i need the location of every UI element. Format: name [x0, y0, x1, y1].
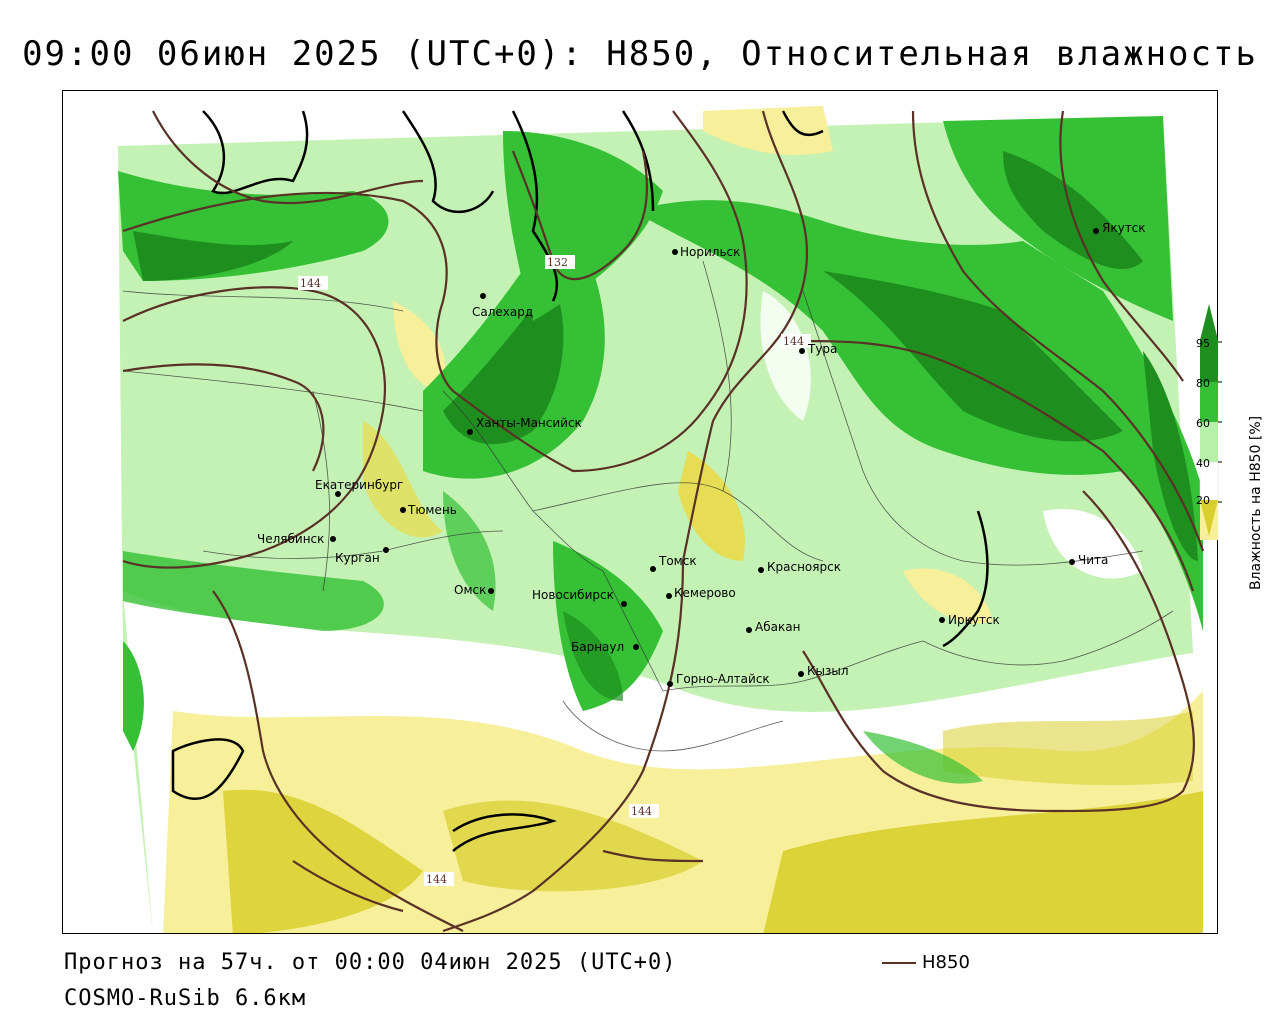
- humidity-map: 144 144 144 144 132 Норильск Салехард Ту…: [62, 90, 1218, 934]
- city-yakutsk: Якутск: [1093, 221, 1146, 235]
- legend-tick-60: 60: [1196, 417, 1210, 430]
- city-tura: Тура: [799, 342, 837, 356]
- svg-text:Омск: Омск: [454, 583, 486, 597]
- city-abakan: Абакан: [746, 620, 800, 634]
- legend-band-60: [1200, 422, 1218, 462]
- svg-text:Чита: Чита: [1078, 553, 1108, 567]
- isoline-label-144-d: 144: [426, 873, 447, 886]
- svg-text:Норильск: Норильск: [680, 245, 740, 259]
- legend-cap-bottom: [1200, 500, 1218, 536]
- city-chelyabinsk: Челябинск: [257, 532, 336, 546]
- city-norilsk: Норильск: [672, 245, 740, 259]
- legend-band-80: [1200, 382, 1218, 422]
- forecast-info: Прогноз на 57ч. от 00:00 04июн 2025 (UTC…: [64, 950, 677, 975]
- cities: Норильск Салехард Тура Якутск Ханты-Манс…: [257, 221, 1146, 687]
- svg-text:Новосибирск: Новосибирск: [532, 588, 614, 602]
- svg-text:Якутск: Якутск: [1102, 221, 1146, 235]
- legend-tick-80: 80: [1196, 377, 1210, 390]
- legend-tick-95: 95: [1196, 337, 1210, 350]
- city-chita: Чита: [1069, 553, 1108, 567]
- svg-text:Тура: Тура: [807, 342, 837, 356]
- legend-cap-top: [1200, 304, 1218, 340]
- city-barnaul: Барнаул: [571, 640, 639, 654]
- city-kurgan: Курган: [335, 547, 389, 565]
- svg-text:Томск: Томск: [658, 554, 697, 568]
- isoline-label-144-b: 144: [783, 335, 804, 348]
- map-title: 09:00 06июн 2025 (UTC+0): H850, Относите…: [22, 34, 1258, 74]
- model-name: COSMO-RuSib 6.6км: [64, 986, 307, 1011]
- dry-zones: [123, 106, 1203, 933]
- isoline-label-144-c: 144: [631, 805, 652, 818]
- svg-text:Горно-Алтайск: Горно-Алтайск: [676, 672, 770, 686]
- svg-text:Екатеринбург: Екатеринбург: [315, 478, 403, 492]
- admin-boundaries: [122, 260, 1174, 752]
- city-gorno-altaysk: Горно-Алтайск: [667, 672, 770, 687]
- svg-text:Ханты-Мансийск: Ханты-Мансийск: [476, 416, 582, 430]
- city-krasnoyarsk: Красноярск: [758, 560, 841, 574]
- city-tomsk: Томск: [650, 554, 697, 572]
- svg-text:Красноярск: Красноярск: [767, 560, 841, 574]
- city-tyumen: Тюмень: [400, 503, 457, 517]
- humidity-legend: 95 80 60 40 20 Влажность на Н850 [%]: [1196, 300, 1276, 600]
- isoline-legend: H850: [882, 952, 970, 973]
- city-novosibirsk: Новосибирск: [532, 588, 627, 607]
- isoline-legend-label: H850: [922, 952, 970, 973]
- svg-text:Кызыл: Кызыл: [807, 664, 849, 678]
- city-kyzyl: Кызыл: [798, 664, 849, 678]
- city-salekhard: Салехард: [472, 293, 533, 319]
- city-irkutsk: Иркутск: [939, 613, 1000, 627]
- svg-text:Курган: Курган: [335, 551, 380, 565]
- city-omsk: Омск: [454, 583, 494, 597]
- isoline-label-144-a: 144: [300, 277, 321, 290]
- moist-zones: [118, 116, 1203, 784]
- svg-text:Иркутск: Иркутск: [948, 613, 1000, 627]
- svg-text:Кемерово: Кемерово: [674, 586, 736, 600]
- svg-text:Салехард: Салехард: [472, 305, 533, 319]
- svg-text:Тюмень: Тюмень: [407, 503, 457, 517]
- legend-title: Влажность на Н850 [%]: [1248, 416, 1264, 590]
- coastlines: [171, 110, 989, 852]
- svg-text:Барнаул: Барнаул: [571, 640, 624, 654]
- svg-text:Челябинск: Челябинск: [257, 532, 324, 546]
- h850-isolines: [122, 110, 1205, 933]
- city-khanty: Ханты-Мансийск: [467, 416, 582, 435]
- city-kemerovo: Кемерово: [666, 586, 736, 600]
- svg-text:Абакан: Абакан: [755, 620, 800, 634]
- isoline-label-132: 132: [547, 256, 568, 269]
- legend-tick-20: 20: [1196, 494, 1210, 507]
- isoline-legend-swatch: [882, 961, 916, 964]
- legend-band-95: [1200, 340, 1218, 382]
- legend-tick-40: 40: [1196, 457, 1210, 470]
- city-ekaterinburg: Екатеринбург: [315, 478, 403, 497]
